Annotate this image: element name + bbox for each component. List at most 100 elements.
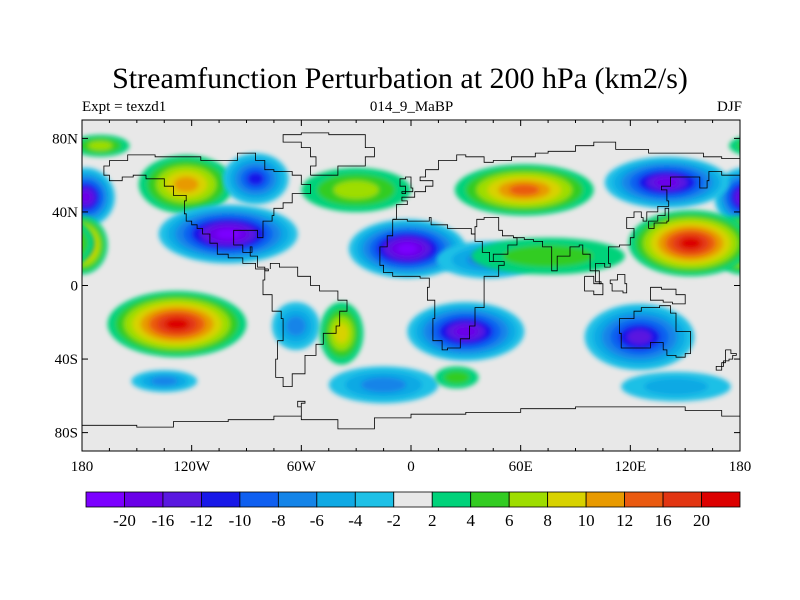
coastline xyxy=(648,207,670,229)
axes-layer: 80N 40N 0 40S 80S 180 120W 60W 0 60E 120E 180 xyxy=(52,120,751,475)
colorbar-swatch xyxy=(508,491,549,508)
contour-band xyxy=(0,218,80,268)
blob-ind-pos xyxy=(471,237,625,275)
colorbar-label: -12 xyxy=(190,511,213,530)
contour-band xyxy=(397,243,417,254)
lon-tick-label: 180 xyxy=(729,459,752,475)
blob-eur-pos xyxy=(454,164,594,216)
contour-band xyxy=(361,377,407,393)
blob-asia-neg xyxy=(348,219,466,279)
contour-band xyxy=(333,180,379,199)
lat-tick-label: 40N xyxy=(52,205,78,221)
lon-tick-label: 60E xyxy=(509,459,533,475)
map-title: Streamfunction Perturbation at 200 hPa (… xyxy=(112,62,688,95)
lon-tick-label: 120W xyxy=(173,459,211,475)
blob-pac-high xyxy=(0,210,740,277)
coastline xyxy=(609,274,628,294)
blob-so-neg xyxy=(328,366,439,404)
blob-sind-neg xyxy=(584,303,695,371)
contour-band xyxy=(509,184,540,196)
contour-band xyxy=(173,176,199,192)
colorbar-swatch xyxy=(239,491,279,508)
experiment-label: Expt = texzd1 xyxy=(82,99,167,115)
blob-ssp-neg xyxy=(131,370,198,393)
coastline xyxy=(392,141,740,220)
colorbar: -20 -16 -12 -10 -8 -6 -4 -2 2 4 6 8 10 12 16 20 xyxy=(85,491,741,530)
contour-band xyxy=(454,325,477,338)
coastline xyxy=(619,305,691,358)
colorbar-swatch xyxy=(316,491,356,508)
contour-band xyxy=(644,378,708,396)
coastline-layer xyxy=(82,132,740,430)
colorbar-label: -16 xyxy=(152,511,175,530)
colorbar-label: 8 xyxy=(543,511,552,530)
blob-sa-neg xyxy=(272,302,320,350)
lat-tick-label: 80N xyxy=(52,131,78,147)
blob-afr-neg xyxy=(407,302,525,361)
lat-tick-label: 80S xyxy=(55,426,78,442)
blob-na-neg xyxy=(158,204,298,264)
lon-tick-label: 60W xyxy=(287,459,317,475)
blob-sp-pos xyxy=(107,291,247,358)
contour-band xyxy=(165,318,189,330)
contour-band xyxy=(729,137,740,155)
colorbar-label: -4 xyxy=(348,511,363,530)
contour-band xyxy=(503,245,593,267)
colorbar-swatch xyxy=(624,491,664,508)
colorbar-label: 20 xyxy=(693,511,710,530)
coastline xyxy=(399,176,414,194)
blob-spac-neg xyxy=(621,371,731,402)
colorbar-swatch xyxy=(662,491,702,508)
blob-satl-pos xyxy=(319,302,364,365)
blob-np-west-neg xyxy=(82,167,740,227)
coastline xyxy=(650,286,686,305)
colorbar-swatch xyxy=(431,491,472,508)
lon-tick-label: 0 xyxy=(407,459,415,475)
coastline xyxy=(103,160,269,270)
colorbar-label: -2 xyxy=(387,511,401,530)
lat-tick-label: 40S xyxy=(55,352,78,368)
colorbar-label: 2 xyxy=(428,511,437,530)
contour-band xyxy=(655,177,679,188)
colorbar-swatch xyxy=(585,491,625,508)
colorbar-swatch xyxy=(354,491,395,508)
colorbar-swatch xyxy=(124,491,164,508)
contour-band xyxy=(247,172,265,186)
lon-tick-label: 120E xyxy=(614,459,646,475)
blob-na-pos xyxy=(138,155,234,214)
contour-band xyxy=(82,191,92,203)
colorbar-swatch xyxy=(162,491,202,508)
lon-tick-label: 180 xyxy=(71,459,94,475)
lat-tick-label: 0 xyxy=(71,279,79,295)
blob-na-neg-north xyxy=(222,153,289,205)
colorbar-label: 16 xyxy=(655,511,672,530)
coastline xyxy=(471,217,518,262)
colorbar-label: -8 xyxy=(271,511,285,530)
colorbar-label: -10 xyxy=(229,511,252,530)
coastline xyxy=(379,217,505,351)
coastline xyxy=(715,349,737,371)
colorbar-label: -6 xyxy=(310,511,324,530)
coastline xyxy=(82,400,740,430)
contour-band xyxy=(150,376,178,386)
coastline xyxy=(513,167,740,285)
colorbar-swatch xyxy=(701,491,741,508)
colorbar-label: 10 xyxy=(578,511,595,530)
contour-band xyxy=(734,188,740,206)
coastline xyxy=(584,275,604,296)
contour-band xyxy=(82,230,88,256)
contour-band xyxy=(334,323,349,344)
blob-so-pos xyxy=(434,366,479,389)
blob-atl-pos xyxy=(301,167,412,212)
colorbar-swatch xyxy=(277,491,318,508)
colorbar-label: 4 xyxy=(466,511,475,530)
run-label: 014_9_MaBP xyxy=(369,99,454,115)
blob-arctic-pos xyxy=(82,134,740,157)
season-label: DJF xyxy=(716,99,742,115)
contour-band xyxy=(82,223,95,264)
contour-band xyxy=(88,141,113,151)
colorbar-label: 12 xyxy=(616,511,633,530)
coastline xyxy=(282,132,375,176)
colorbar-swatch xyxy=(547,491,587,508)
